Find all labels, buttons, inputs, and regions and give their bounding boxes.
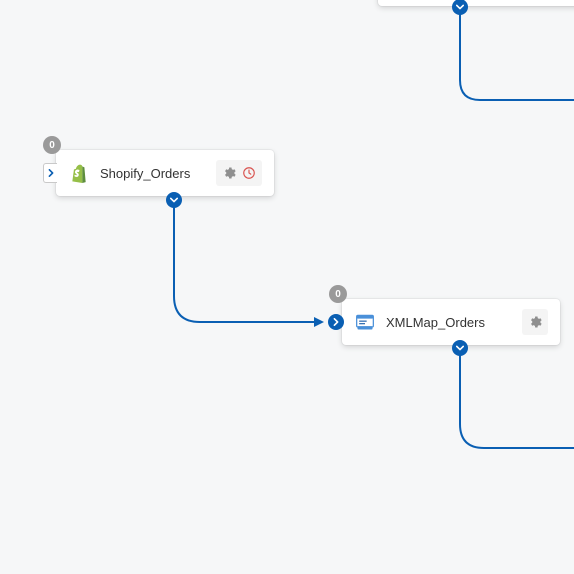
output-port[interactable] bbox=[166, 192, 182, 208]
input-port[interactable] bbox=[43, 163, 57, 183]
count-badge: 0 bbox=[329, 285, 347, 303]
edges-layer bbox=[0, 0, 574, 574]
edge-e_top_off bbox=[460, 14, 574, 100]
node-actions bbox=[522, 309, 548, 335]
shopify-icon bbox=[68, 162, 90, 184]
node-n_xmlmap[interactable]: XMLMap_Orders bbox=[342, 299, 560, 345]
xmlmap-icon bbox=[354, 311, 376, 333]
clock-button[interactable] bbox=[240, 164, 258, 182]
node-label: XMLMap_Orders bbox=[386, 315, 512, 330]
flow-canvas[interactable]: Shopify_Orders 0 XMLMap_Orders 0 bbox=[0, 0, 574, 574]
edge-e_shopify_xmlmap bbox=[174, 207, 322, 322]
gear-button[interactable] bbox=[220, 164, 238, 182]
count-badge: 0 bbox=[43, 136, 61, 154]
node-n_top[interactable] bbox=[378, 0, 574, 6]
node-label: Shopify_Orders bbox=[100, 166, 206, 181]
output-port[interactable] bbox=[452, 0, 468, 15]
output-port[interactable] bbox=[452, 340, 468, 356]
node-n_shopify[interactable]: Shopify_Orders bbox=[56, 150, 274, 196]
edge-e_xmlmap_off bbox=[460, 355, 574, 448]
node-actions bbox=[216, 160, 262, 186]
input-port[interactable] bbox=[328, 314, 344, 330]
gear-button[interactable] bbox=[526, 313, 544, 331]
